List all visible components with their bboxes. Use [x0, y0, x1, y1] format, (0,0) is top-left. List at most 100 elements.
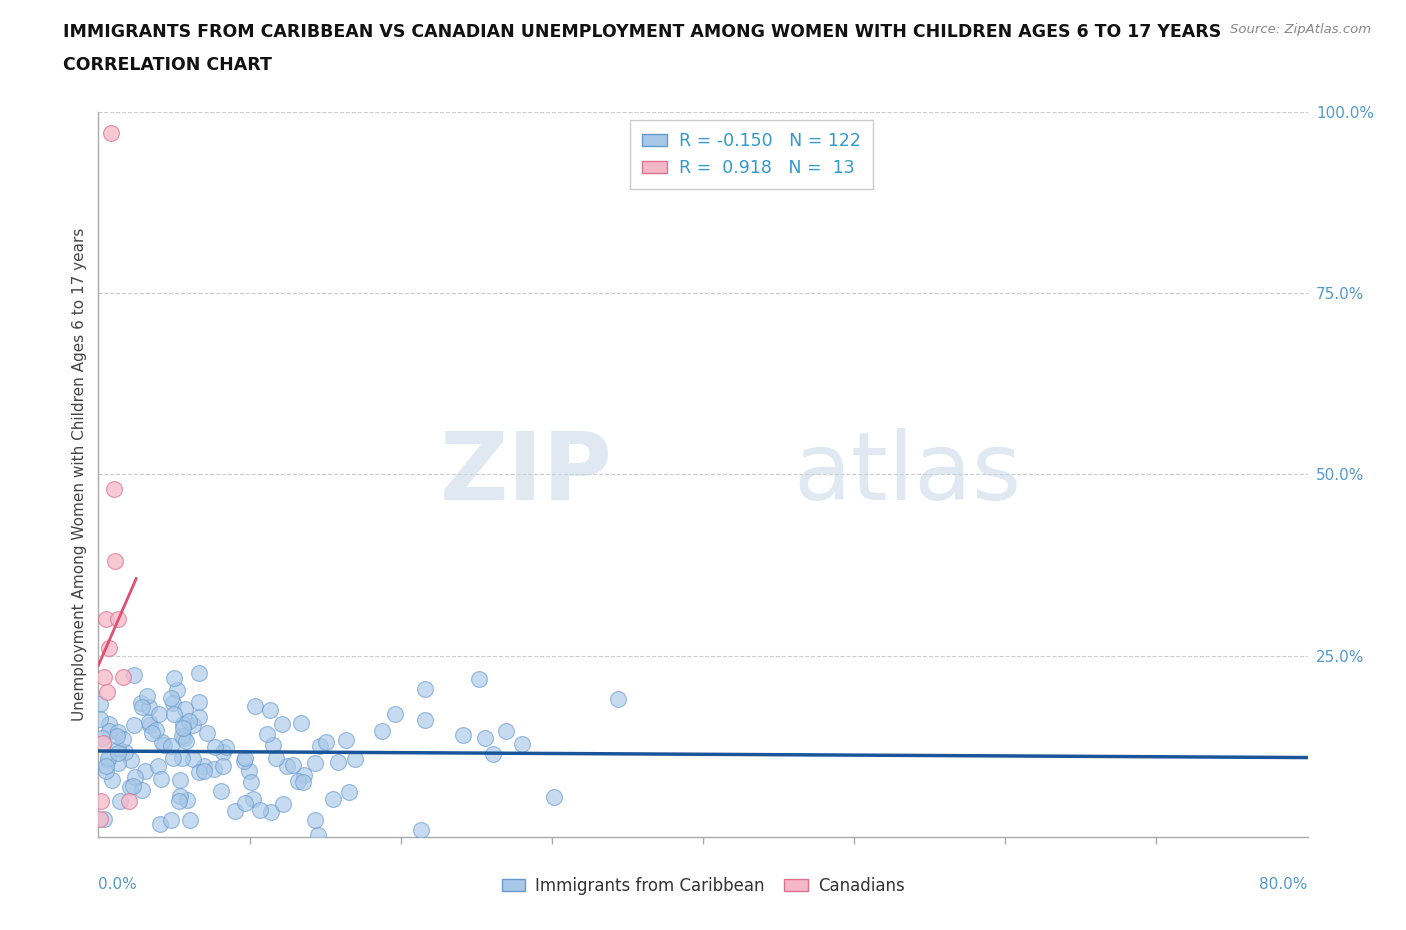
Point	[136, 689, 159, 704]
Point	[91, 736, 114, 751]
Point	[468, 671, 491, 686]
Point	[122, 778, 145, 793]
Point	[120, 752, 142, 767]
Point	[335, 732, 357, 747]
Point	[172, 728, 194, 743]
Point	[174, 701, 197, 716]
Legend: Immigrants from Caribbean, Canadians: Immigrants from Caribbean, Canadians	[495, 870, 911, 901]
Point	[187, 695, 209, 710]
Point	[315, 734, 337, 749]
Point	[124, 769, 146, 784]
Point	[145, 723, 167, 737]
Point	[287, 773, 309, 788]
Point	[89, 711, 111, 726]
Point	[96, 684, 118, 699]
Text: atlas: atlas	[793, 429, 1022, 520]
Point	[152, 737, 174, 752]
Point	[118, 779, 141, 794]
Point	[202, 762, 225, 777]
Point	[276, 759, 298, 774]
Point	[169, 794, 191, 809]
Point	[163, 707, 186, 722]
Point	[409, 822, 432, 837]
Point	[271, 716, 294, 731]
Point	[188, 764, 211, 779]
Text: 0.0%: 0.0%	[98, 877, 138, 892]
Point	[90, 730, 112, 745]
Point	[259, 703, 281, 718]
Point	[413, 712, 436, 727]
Point	[271, 797, 294, 812]
Point	[160, 813, 183, 828]
Point	[141, 725, 163, 740]
Point	[328, 754, 350, 769]
Point	[344, 751, 367, 766]
Point	[181, 717, 204, 732]
Point	[138, 718, 160, 733]
Point	[108, 794, 131, 809]
Point	[384, 706, 406, 721]
Point	[100, 773, 122, 788]
Point	[322, 791, 344, 806]
Point	[114, 744, 136, 759]
Point	[242, 792, 264, 807]
Point	[163, 671, 186, 685]
Point	[148, 707, 170, 722]
Point	[543, 790, 565, 804]
Point	[170, 751, 193, 765]
Point	[292, 775, 315, 790]
Point	[195, 726, 218, 741]
Point	[107, 724, 129, 739]
Point	[179, 813, 201, 828]
Point	[238, 764, 260, 778]
Point	[292, 768, 315, 783]
Point	[138, 699, 160, 714]
Y-axis label: Unemployment Among Women with Children Ages 6 to 17 years: Unemployment Among Women with Children A…	[72, 228, 87, 721]
Point	[162, 751, 184, 765]
Point	[129, 695, 152, 710]
Point	[174, 734, 197, 749]
Point	[98, 641, 121, 656]
Point	[172, 717, 194, 732]
Point	[150, 735, 173, 750]
Point	[224, 804, 246, 818]
Point	[188, 710, 211, 724]
Point	[89, 811, 111, 827]
Point	[212, 759, 235, 774]
Point	[118, 793, 141, 808]
Point	[495, 724, 517, 738]
Point	[212, 744, 235, 759]
Point	[162, 696, 184, 711]
Point	[262, 737, 284, 752]
Point	[304, 813, 326, 828]
Text: IMMIGRANTS FROM CARIBBEAN VS CANADIAN UNEMPLOYMENT AMONG WOMEN WITH CHILDREN AGE: IMMIGRANTS FROM CARIBBEAN VS CANADIAN UN…	[63, 23, 1222, 41]
Point	[97, 751, 120, 765]
Point	[249, 803, 271, 817]
Point	[181, 751, 204, 766]
Point	[112, 732, 135, 747]
Point	[337, 785, 360, 800]
Point	[98, 716, 121, 731]
Point	[215, 739, 238, 754]
Point	[138, 714, 160, 729]
Point	[94, 764, 117, 778]
Point	[169, 773, 191, 788]
Point	[107, 745, 129, 760]
Point	[474, 730, 496, 745]
Point	[256, 727, 278, 742]
Point	[304, 756, 326, 771]
Point	[172, 721, 194, 736]
Point	[131, 700, 153, 715]
Point	[240, 775, 263, 790]
Point	[415, 682, 437, 697]
Point	[93, 812, 115, 827]
Point	[290, 716, 312, 731]
Point	[281, 757, 304, 772]
Point	[176, 792, 198, 807]
Point	[173, 731, 195, 746]
Point	[104, 554, 127, 569]
Point	[103, 482, 125, 497]
Point	[134, 764, 156, 778]
Point	[100, 126, 122, 140]
Point	[606, 692, 628, 707]
